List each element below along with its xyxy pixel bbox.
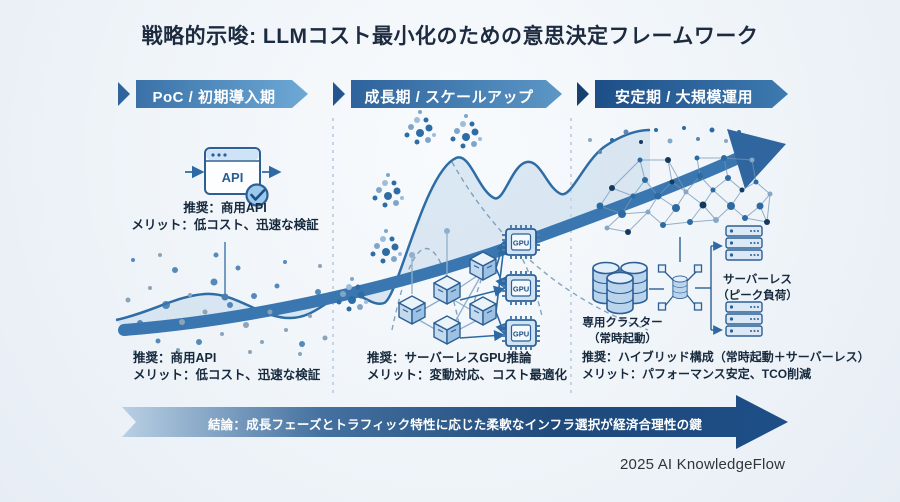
api-icon: API <box>185 147 282 207</box>
cluster-label-line1: 専用クラスター <box>582 317 663 329</box>
footnote-stable-merit: メリット：パフォーマンス安定、TCO削減 <box>582 367 812 381</box>
api-label: API <box>222 170 244 185</box>
scatter-dots-right-top <box>588 126 741 154</box>
footer-credit: 2025 AI KnowledgeFlow <box>620 456 786 473</box>
serverless-label-line1: サーバーレス <box>723 274 792 286</box>
serverless-label: サーバーレス （ピーク負荷） <box>705 272 810 304</box>
page-title: 戦略的示唆: LLMコスト最小化のための意思決定フレームワーク <box>141 25 759 48</box>
phase-banner-stable: 安定期 / 大規模運用 <box>614 89 753 106</box>
scatter-dots-left <box>125 252 328 358</box>
cube-network <box>398 225 540 350</box>
cluster-label: 専用クラスター （常時起動） <box>570 315 675 347</box>
phase-banner-growth: 成長期 / スケールアップ <box>364 89 534 106</box>
footnote-growth-merit: メリット：変動対応、コスト最適化 <box>367 368 568 382</box>
serverless-label-line2: （ピーク負荷） <box>717 290 798 302</box>
footnote-poc-recommend: 推奨：商用API <box>133 351 217 365</box>
footnote-growth: 推奨：サーバーレスGPU推論 メリット：変動対応、コスト最適化 <box>367 350 567 384</box>
conclusion-arrow <box>122 395 788 449</box>
footnote-stable-recommend: 推奨：ハイブリッド構成（常時起動＋サーバーレス） <box>582 350 870 364</box>
network-graph <box>588 126 773 235</box>
database-cluster-icon <box>592 261 648 315</box>
footnote-growth-recommend: 推奨：サーバーレスGPU推論 <box>367 351 532 365</box>
api-connector-line <box>221 242 229 301</box>
footnote-stable: 推奨：ハイブリッド構成（常時起動＋サーバーレス） メリット：パフォーマンス安定、… <box>582 349 870 383</box>
hub-icon <box>657 237 703 311</box>
hybrid-architecture <box>592 225 763 337</box>
phase-banner-shapes <box>118 80 788 108</box>
check-icon <box>245 183 269 207</box>
api-annotation-merit: メリット：低コスト、迅速な検証 <box>131 218 319 232</box>
api-annotation: 推奨：商用API メリット：低コスト、迅速な検証 <box>115 200 335 234</box>
conclusion-banner-text: 結論：成長フェーズとトラフィック特性に応じた柔軟なインフラ選択が経済合理性の鍵 <box>207 418 703 432</box>
serverless-branch <box>695 241 723 335</box>
phase-dividers <box>332 118 572 396</box>
footnote-poc: 推奨：商用API メリット：低コスト、迅速な検証 <box>133 350 320 384</box>
phase-banner-poc: PoC / 初期導入期 <box>152 89 276 106</box>
api-annotation-recommend: 推奨：商用API <box>183 201 267 215</box>
footnote-poc-merit: メリット：低コスト、迅速な検証 <box>133 368 321 382</box>
cluster-label-line2: （常時起動） <box>588 333 657 345</box>
